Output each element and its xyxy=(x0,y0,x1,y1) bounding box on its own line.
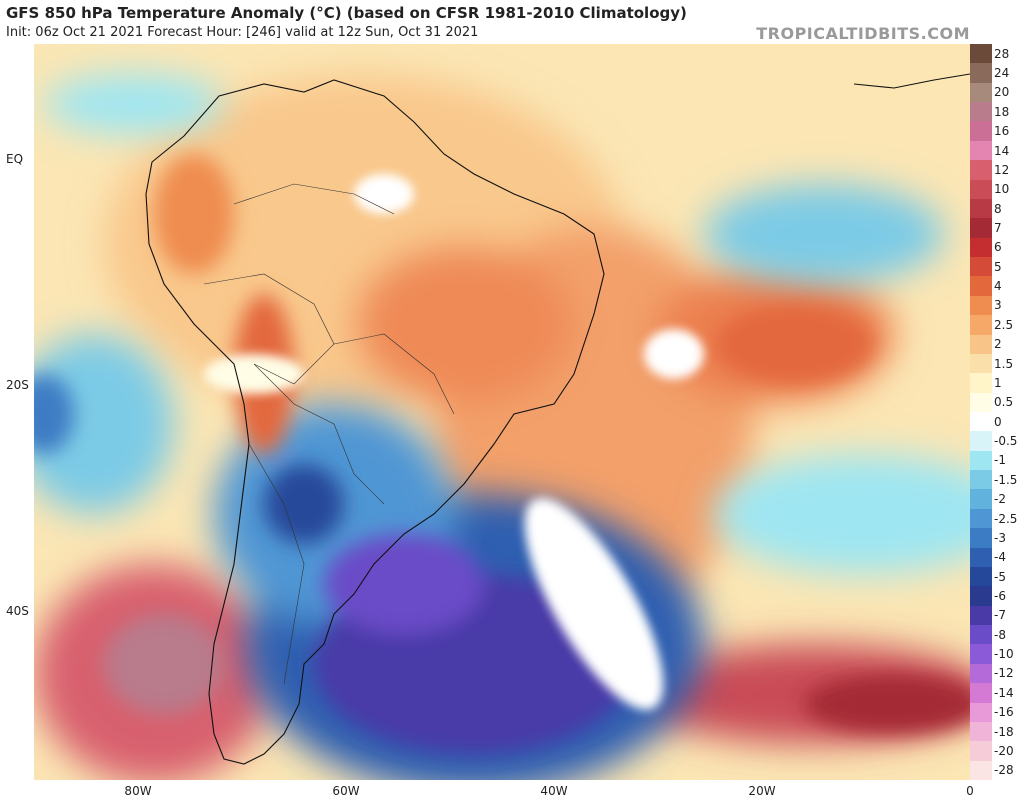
lon-label-60w: 60W xyxy=(332,784,360,798)
lon-label-40w: 40W xyxy=(540,784,568,798)
colorbar-swatch xyxy=(970,121,992,142)
colorbar-tick-label: 6 xyxy=(994,240,1002,255)
colorbar-swatch xyxy=(970,218,992,239)
colorbar-tick-label: -20 xyxy=(994,743,1014,758)
colorbar-tick-label: 2 xyxy=(994,337,1002,352)
colorbar-swatch xyxy=(970,198,992,219)
colorbar-tick-label: 0.5 xyxy=(994,395,1014,410)
colorbar-tick-label: -1.5 xyxy=(994,472,1018,487)
colorbar-swatch xyxy=(970,237,992,258)
colorbar-swatch xyxy=(970,315,992,336)
colorbar-tick-label: 0 xyxy=(994,414,1002,429)
colorbar-swatch xyxy=(970,257,992,277)
colorbar-tick-label: -3 xyxy=(994,530,1006,545)
colorbar-tick-label: -7 xyxy=(994,608,1006,623)
colorbar-tick-label: 1.5 xyxy=(994,356,1014,371)
colorbar-tick-label: 28 xyxy=(994,46,1010,61)
map-title: GFS 850 hPa Temperature Anomaly (°C) (ba… xyxy=(6,4,687,22)
colorbar-swatch xyxy=(970,140,992,161)
lat-label-40s: 40S xyxy=(6,604,29,618)
colorbar-tick-label: -18 xyxy=(994,724,1014,739)
colorbar-tick-label: -8 xyxy=(994,627,1006,642)
colorbar-swatch xyxy=(970,625,992,645)
colorbar-tick-label: 3 xyxy=(994,298,1002,313)
colorbar-swatch xyxy=(970,44,992,64)
colorbar-swatch xyxy=(970,179,992,200)
country-borders xyxy=(203,183,455,685)
colorbar-tick-label: -10 xyxy=(994,647,1014,662)
colorbar-tick-label: 5 xyxy=(994,259,1002,274)
colorbar-swatch xyxy=(970,644,992,665)
anomaly-cores xyxy=(34,154,970,754)
anomaly-map xyxy=(34,44,970,780)
colorbar-swatch xyxy=(970,373,992,394)
white-neutral-bands xyxy=(204,174,704,710)
colorbar-tick-label: 4 xyxy=(994,279,1002,294)
colorbar-tick-label: -2.5 xyxy=(994,511,1018,526)
map-subtitle: Init: 06z Oct 21 2021 Forecast Hour: [24… xyxy=(6,25,479,40)
colorbar-swatch xyxy=(970,295,992,316)
colorbar-swatch xyxy=(970,760,992,781)
anomaly-field xyxy=(34,44,970,780)
lon-label-20w: 20W xyxy=(748,784,776,798)
colorbar-swatch xyxy=(970,102,992,122)
colorbar-swatch xyxy=(970,721,992,742)
colorbar-tick-label: 24 xyxy=(994,66,1010,81)
colorbar-swatch xyxy=(970,547,992,568)
colorbar-tick-label: 2.5 xyxy=(994,317,1014,332)
colorbar-swatch xyxy=(970,586,992,607)
colorbar-swatch xyxy=(970,160,992,181)
colorbar-tick-label: 12 xyxy=(994,162,1010,177)
colorbar-tick-label: -2 xyxy=(994,492,1006,507)
colorbar-swatch xyxy=(970,489,992,510)
colorbar-tick-label: -0.5 xyxy=(994,434,1018,449)
colorbar-swatch xyxy=(970,431,992,452)
colorbar-swatch xyxy=(970,741,992,762)
colorbar xyxy=(970,44,992,781)
colorbar-swatch xyxy=(970,450,992,471)
colorbar-swatch xyxy=(970,470,992,490)
colorbar-tick-label: -14 xyxy=(994,685,1014,700)
colorbar-swatch xyxy=(970,276,992,297)
colorbar-swatch xyxy=(970,528,992,549)
colorbar-tick-label: -12 xyxy=(994,666,1014,681)
colorbar-tick-label: -1 xyxy=(994,453,1006,468)
colorbar-swatch xyxy=(970,63,992,84)
lon-label-80w: 80W xyxy=(124,784,152,798)
south-america-coast xyxy=(145,79,605,765)
lat-label-20s: 20S xyxy=(6,378,29,392)
colorbar-tick-label: -28 xyxy=(994,763,1014,778)
colorbar-swatch xyxy=(970,353,992,374)
colorbar-tick-label: 20 xyxy=(994,85,1010,100)
colorbar-swatch xyxy=(970,663,992,684)
colorbar-swatch xyxy=(970,392,992,413)
colorbar-tick-label: 16 xyxy=(994,124,1010,139)
colorbar-tick-label: -4 xyxy=(994,550,1006,565)
colorbar-swatch xyxy=(970,566,992,587)
colorbar-tick-label: 1 xyxy=(994,375,1002,390)
africa-coast xyxy=(853,73,970,89)
colorbar-swatch xyxy=(970,605,992,626)
colorbar-swatch xyxy=(970,683,992,704)
colorbar-swatch xyxy=(970,702,992,723)
lon-label-0: 0 xyxy=(966,784,974,798)
colorbar-tick-label: 7 xyxy=(994,221,1002,235)
colorbar-tick-label: -16 xyxy=(994,705,1014,720)
colorbar-tick-label: -5 xyxy=(994,569,1006,584)
coastlines xyxy=(145,73,970,765)
colorbar-tick-label: 8 xyxy=(994,201,1002,216)
colorbar-swatch xyxy=(970,412,992,432)
colorbar-tick-label: 18 xyxy=(994,104,1010,119)
source-watermark: TROPICALTIDBITS.COM xyxy=(756,24,970,43)
colorbar-swatch xyxy=(970,508,992,529)
lat-label-eq: EQ xyxy=(6,152,24,166)
colorbar-swatch xyxy=(970,334,992,355)
colorbar-tick-label: 14 xyxy=(994,143,1010,158)
colorbar-tick-label: 10 xyxy=(994,182,1010,197)
colorbar-tick-label: -6 xyxy=(994,589,1006,603)
colorbar-swatch xyxy=(970,82,992,103)
